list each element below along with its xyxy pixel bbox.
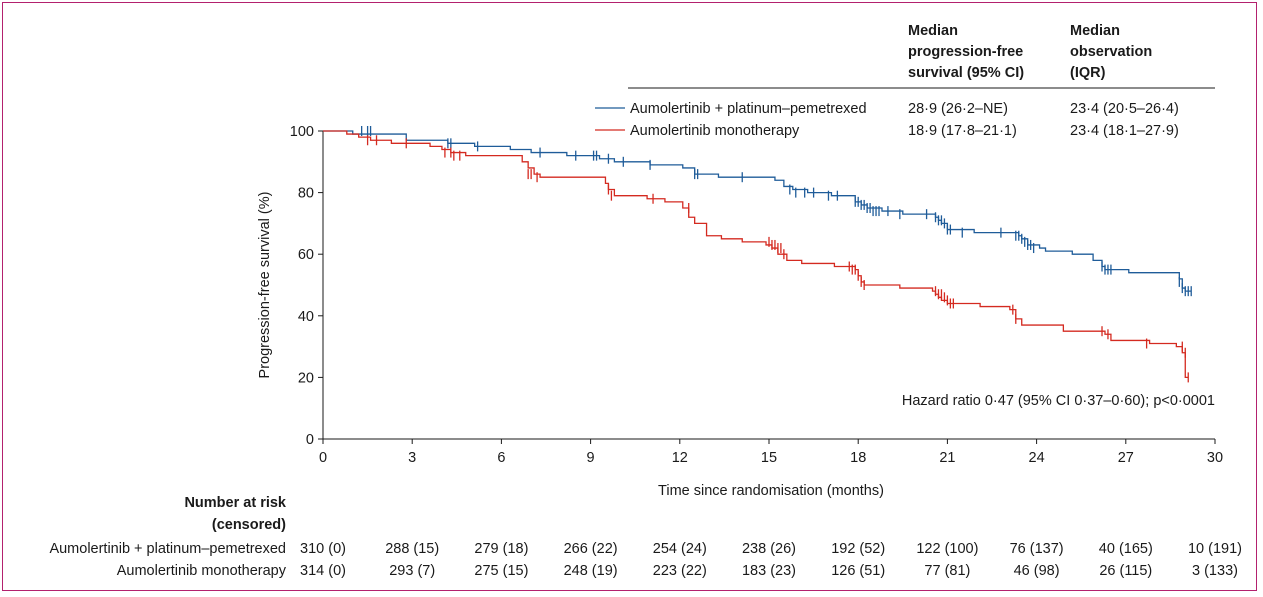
x-tick-label: 27: [1118, 450, 1134, 466]
axes: 0 3 6 9 12 15 18 21 24 27 30 0 20 40 60 80 100: [290, 124, 1223, 466]
risk-value-mono: 26 (115): [1099, 563, 1152, 579]
y-tick-label: 80: [298, 186, 314, 202]
legend-median-pfs-mono: 18·9 (17·8–21·1): [908, 123, 1017, 139]
risk-value-mono: 77 (81): [924, 563, 970, 579]
risk-value-combo: 192 (52): [831, 541, 885, 557]
risk-table-title-2: (censored): [212, 517, 286, 533]
risk-value-mono: 314 (0): [300, 563, 346, 579]
risk-value-mono: 223 (22): [653, 563, 707, 579]
x-tick-label: 30: [1207, 450, 1223, 466]
header-median-pfs-3: survival (95% CI): [908, 65, 1024, 81]
y-tick-label: 60: [298, 247, 314, 263]
y-tick-label: 0: [306, 432, 314, 448]
risk-value-combo: 76 (137): [1010, 541, 1064, 557]
mono-survival-line: [323, 130, 1189, 379]
risk-values: 310 (0) 288 (15) 279 (18) 266 (22) 254 (24) 2…: [300, 541, 1242, 579]
header-median-obs-3: (IQR): [1070, 65, 1106, 81]
risk-value-mono: 248 (19): [564, 563, 618, 579]
risk-value-combo: 254 (24): [653, 541, 707, 557]
legend-median-pfs-combo: 28·9 (26·2–NE): [908, 101, 1008, 117]
legend-label-combo: Aumolertinib + platinum–pemetrexed: [630, 101, 867, 117]
header-median-obs-2: observation: [1070, 44, 1152, 60]
x-tick-label: 6: [497, 450, 505, 466]
risk-value-combo: 238 (26): [742, 541, 796, 557]
x-axis-label: Time since randomisation (months): [658, 483, 884, 499]
km-plot: Median progression-free survival (95% CI…: [49, 23, 1242, 579]
risk-row-label-mono: Aumolertinib monotherapy: [117, 563, 287, 579]
x-tick-label: 18: [850, 450, 866, 466]
survival-curves: [323, 126, 1192, 383]
risk-value-combo: 288 (15): [385, 541, 439, 557]
legend-label-mono: Aumolertinib monotherapy: [630, 123, 800, 139]
risk-value-combo: 122 (100): [916, 541, 978, 557]
x-tick-label: 3: [408, 450, 416, 466]
x-tick-label: 12: [672, 450, 688, 466]
risk-value-combo: 40 (165): [1099, 541, 1153, 557]
risk-value-mono: 293 (7): [389, 563, 435, 579]
risk-value-combo: 10 (191): [1188, 541, 1242, 557]
risk-row-label-combo: Aumolertinib + platinum–pemetrexed: [49, 541, 286, 557]
risk-value-mono: 3 (133): [1192, 563, 1238, 579]
x-tick-label: 0: [319, 450, 327, 466]
risk-value-combo: 310 (0): [300, 541, 346, 557]
x-tick-label: 21: [939, 450, 955, 466]
risk-value-combo: 279 (18): [474, 541, 528, 557]
y-tick-label: 20: [298, 370, 314, 386]
y-tick-label: 100: [290, 124, 314, 140]
legend-median-obs-combo: 23·4 (20·5–26·4): [1070, 101, 1179, 117]
x-tick-label: 24: [1029, 450, 1045, 466]
y-axis-label: Progression-free survival (%): [257, 192, 273, 379]
x-tick-label: 15: [761, 450, 777, 466]
x-tick-label: 9: [587, 450, 595, 466]
risk-value-mono: 46 (98): [1014, 563, 1060, 579]
header-median-pfs-2: progression-free: [908, 44, 1023, 60]
header-median-pfs-1: Median: [908, 23, 958, 39]
risk-value-combo: 266 (22): [564, 541, 618, 557]
risk-table-title-1: Number at risk: [184, 495, 286, 511]
legend-median-obs-mono: 23·4 (18·1–27·9): [1070, 123, 1179, 139]
risk-value-mono: 126 (51): [831, 563, 885, 579]
risk-value-mono: 275 (15): [474, 563, 528, 579]
header-median-obs-1: Median: [1070, 23, 1120, 39]
risk-value-mono: 183 (23): [742, 563, 796, 579]
hazard-ratio-annotation: Hazard ratio 0·47 (95% CI 0·37–0·60); p<…: [902, 393, 1215, 409]
y-tick-label: 40: [298, 309, 314, 325]
